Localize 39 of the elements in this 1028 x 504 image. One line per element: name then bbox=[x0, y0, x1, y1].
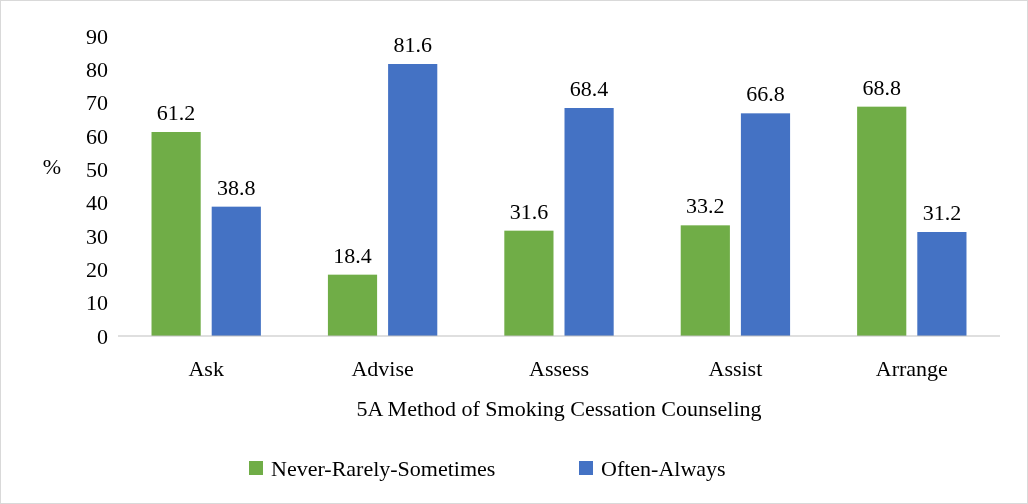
data-label: 18.4 bbox=[333, 242, 372, 268]
y-tick-label: 40 bbox=[86, 190, 108, 216]
bar bbox=[327, 274, 378, 336]
y-tick-label: 50 bbox=[86, 157, 108, 183]
bar bbox=[917, 232, 967, 336]
data-label: 81.6 bbox=[393, 32, 432, 57]
y-tick-label: 90 bbox=[86, 23, 108, 49]
data-label: 31.6 bbox=[509, 198, 549, 224]
x-tick-label: Assist bbox=[708, 356, 763, 381]
bar bbox=[504, 230, 554, 336]
bar bbox=[740, 113, 791, 336]
bar bbox=[680, 225, 730, 336]
data-label: 31.2 bbox=[922, 200, 962, 225]
x-axis-title: 5A Method of Smoking Cessation Counseling bbox=[356, 396, 762, 421]
y-tick-label: 30 bbox=[86, 223, 108, 249]
bar bbox=[564, 108, 614, 336]
y-tick-label: 0 bbox=[97, 323, 108, 349]
x-tick-label: Advise bbox=[351, 356, 414, 381]
data-label: 66.8 bbox=[746, 81, 785, 107]
data-label: 33.2 bbox=[686, 193, 725, 219]
legend-label: Often-Always bbox=[601, 455, 726, 481]
bar bbox=[151, 132, 201, 336]
data-label: 61.2 bbox=[156, 100, 196, 125]
bar bbox=[211, 206, 261, 336]
y-tick-label: 70 bbox=[86, 90, 108, 116]
data-label: 38.8 bbox=[217, 174, 256, 200]
data-label: 68.4 bbox=[569, 76, 609, 101]
legend-label: Never-Rarely-Sometimes bbox=[271, 455, 496, 481]
y-tick-label: 20 bbox=[86, 257, 108, 283]
data-label: 68.8 bbox=[862, 74, 901, 100]
bar bbox=[388, 64, 438, 336]
y-axis-title: % bbox=[42, 154, 62, 179]
x-tick-label: Ask bbox=[188, 356, 224, 381]
bar bbox=[857, 106, 907, 336]
y-tick-label: 60 bbox=[86, 123, 108, 149]
x-tick-label: Assess bbox=[529, 356, 589, 381]
x-tick-label: Arrange bbox=[875, 356, 948, 381]
y-tick-label: 10 bbox=[86, 290, 108, 316]
y-tick-label: 80 bbox=[86, 57, 108, 83]
